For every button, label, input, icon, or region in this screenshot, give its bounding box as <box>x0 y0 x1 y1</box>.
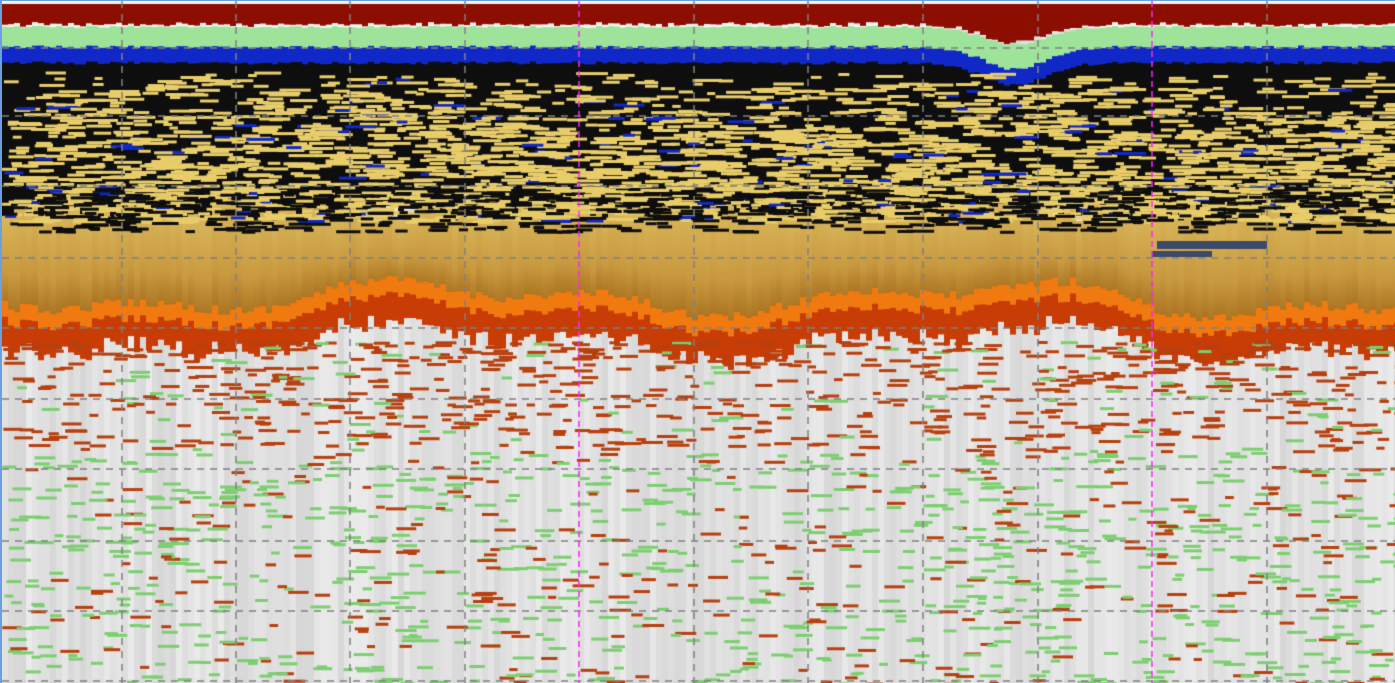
echogram-canvas[interactable] <box>2 1 1395 683</box>
echogram-view[interactable] <box>0 0 1395 683</box>
